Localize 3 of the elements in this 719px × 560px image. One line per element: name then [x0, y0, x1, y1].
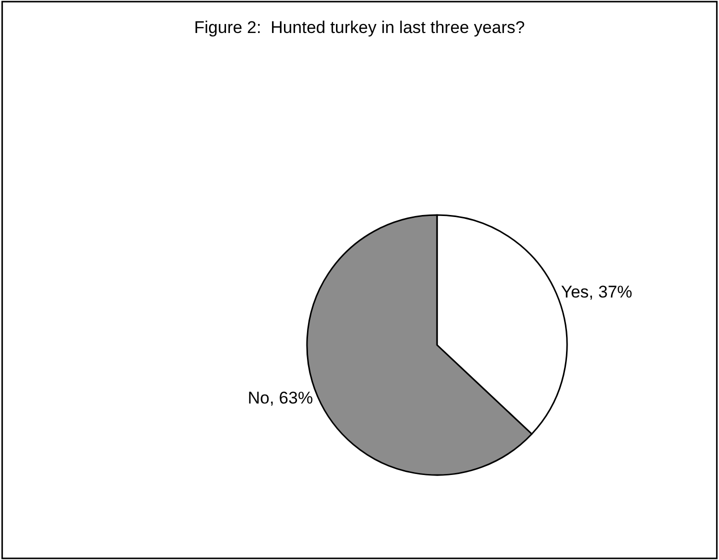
slice-label: No, 63% — [248, 388, 313, 408]
slice-label: Yes, 37% — [561, 282, 632, 302]
chart-title: Figure 2: Hunted turkey in last three years? — [194, 18, 525, 37]
